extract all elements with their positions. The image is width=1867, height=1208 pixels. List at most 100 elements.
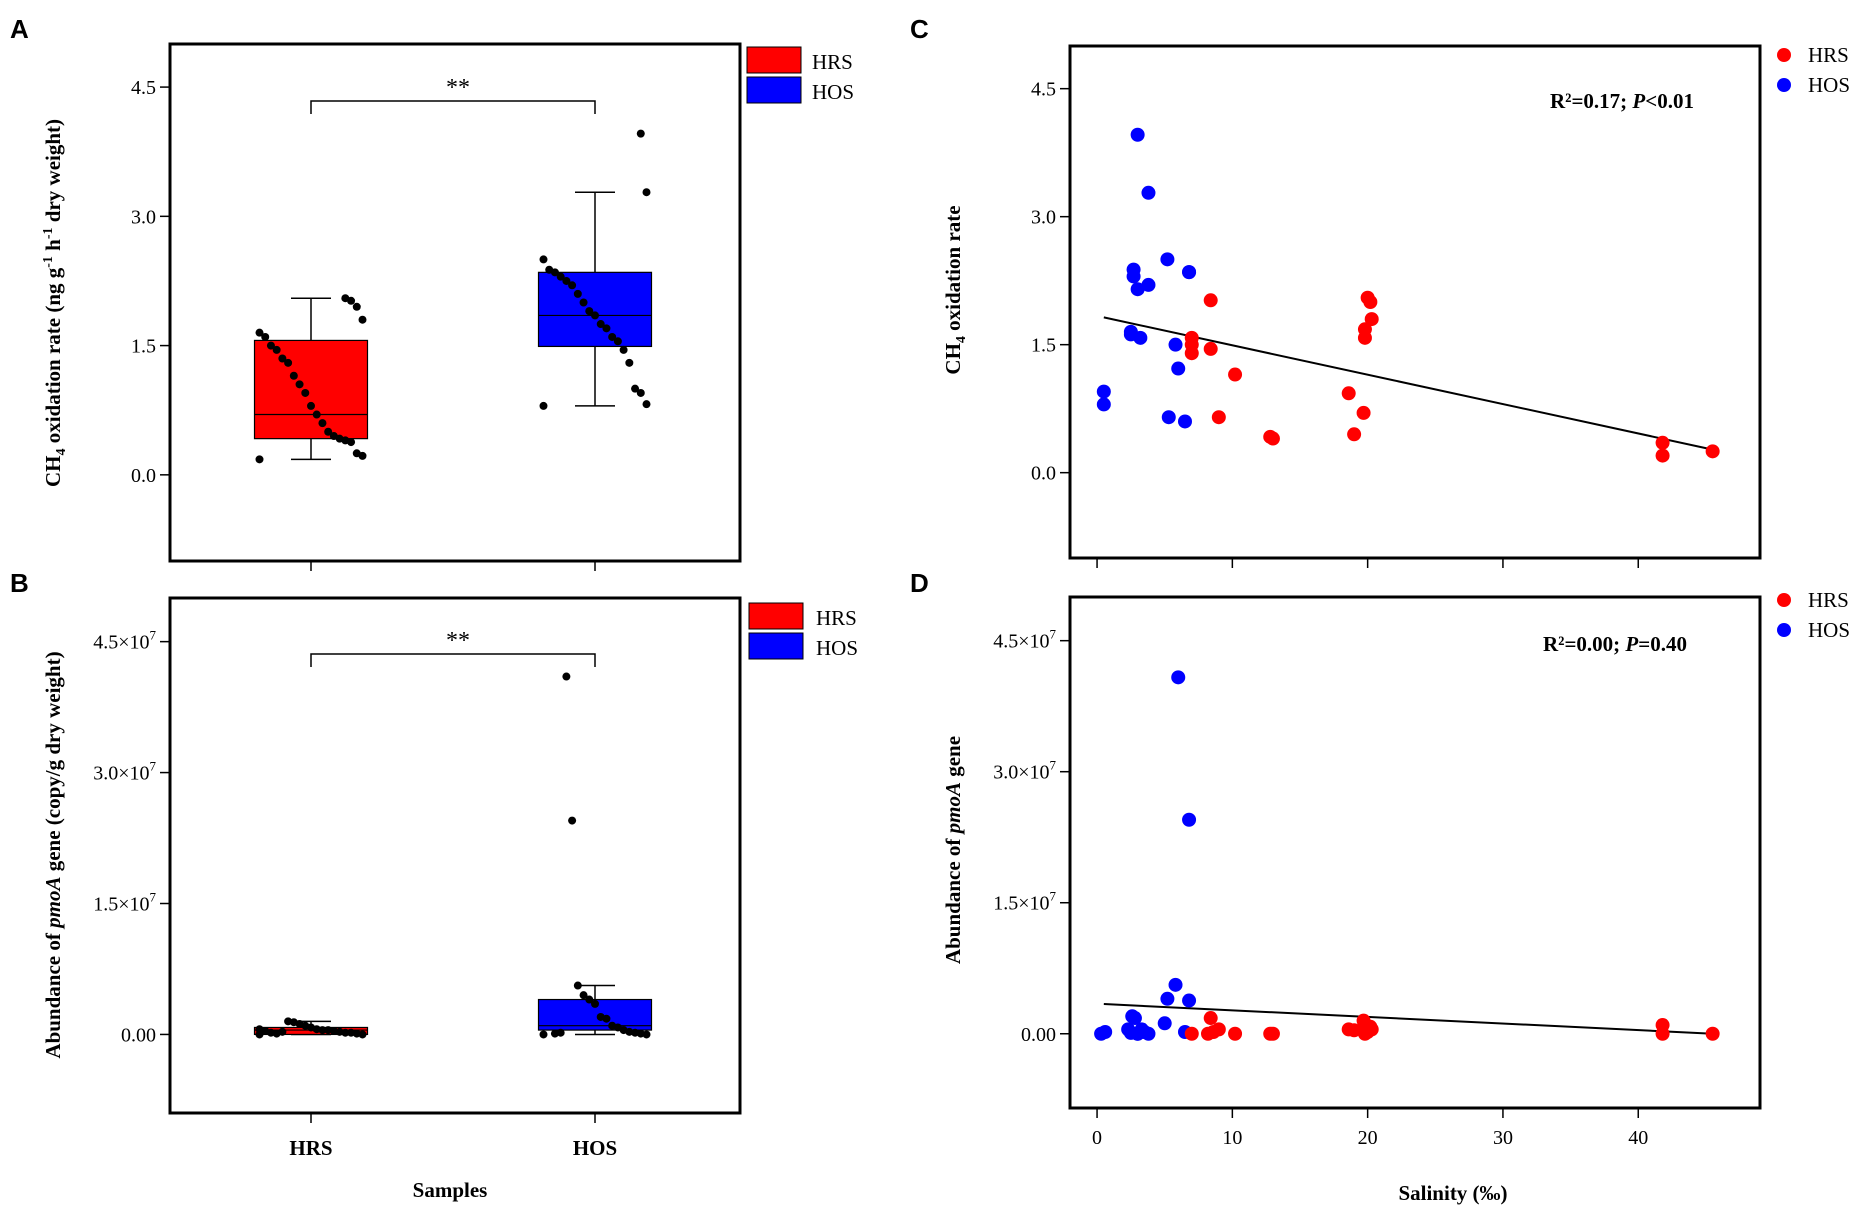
data-point [596,1012,605,1021]
panel-d-frame [1068,595,1762,1110]
scatter-point-hrs [1228,1026,1243,1041]
scatter-point-hrs [1357,322,1372,337]
scatter-point-hrs [1364,312,1379,327]
y-tick-text: 0.00 [1021,1024,1056,1046]
data-point [636,388,645,397]
panel-d-stat-text: R²=0.00; P=0.40 [1543,632,1687,656]
y-tick-label: 4.5×107 [993,627,1056,653]
y-tick-text: 0.00 [121,1024,156,1046]
legend-marker-hos [1777,78,1791,92]
panel-label-a: A [10,14,29,44]
y-tick-label: 1.5×107 [993,889,1056,915]
legend-swatch-hos [748,632,804,660]
scatter-point-hos [1130,127,1145,142]
y-tick-exponent: 7 [1050,889,1057,904]
legend-marker-hrs [1777,593,1791,607]
scatter-point-hos [1182,993,1197,1008]
data-point [642,188,651,197]
scatter-point-hrs [1705,444,1720,459]
scatter-point-hrs [1363,295,1378,309]
panel-a-ylabel: CH4 oxidation rate (ng g-1 h-1 dry weigh… [41,119,69,487]
panel-a-legend: HRS HOS [746,46,854,104]
y-tick-label: 3.0×107 [93,759,156,785]
y-tick-label: 4.5 [1031,79,1056,101]
legend-swatch-hrs [748,602,804,630]
panel-d-scatter: Abundance of pmoA gene R²=0.00; P=0.40 0… [941,588,1850,1205]
y-tick-text: 4.5 [131,77,156,99]
y-tick-text: 1.5×10 [993,893,1049,915]
data-point [636,129,645,138]
box-group-hos [537,129,653,410]
scatter-point-hos [1157,1016,1172,1031]
panel-c-scatter: CH4 oxidation rate R²=0.17; P<0.01 0.0 1.… [941,43,1850,568]
x-tick-label: 40 [1628,1127,1648,1149]
data-point [625,358,634,367]
y-tick-text: 0.0 [1031,463,1056,485]
data-point [585,307,594,316]
y-tick-exponent: 7 [150,759,157,774]
panel-b-xlabel: Samples [413,1178,488,1202]
data-point [596,320,605,329]
box-group-hos [537,672,653,1039]
legend-label-hos: HOS [1808,73,1850,97]
data-point [255,455,264,464]
scatter-point-hrs [1184,346,1199,361]
scatter-point-hrs [1655,448,1670,463]
y-tick-text: 1.5 [1031,335,1056,357]
scatter-point-hos [1123,327,1138,342]
data-point [545,265,554,274]
data-point [562,276,571,285]
scatter-point-hos [1141,1026,1156,1041]
legend-label-hos: HOS [812,80,854,104]
legend-label-hrs: HRS [816,606,857,630]
scatter-point-hos [1096,397,1111,412]
series-hrs [1184,1011,1720,1041]
panel-c-stat-text: R²=0.17; P<0.01 [1550,89,1694,113]
box-iqr [537,271,653,348]
data-point [278,354,287,363]
scatter-point-hrs [1203,293,1218,308]
scatter-point-hos [1096,384,1111,399]
scatter-point-hrs [1203,341,1218,356]
x-tick-label: 10 [1222,1127,1242,1149]
data-point [341,294,350,303]
scatter-point-hos [1161,410,1176,425]
data-point [556,272,565,281]
y-tick-text: 3.0 [1031,207,1056,229]
y-tick-label: 0.0 [1031,463,1056,485]
scatter-point-hos [1130,282,1145,297]
data-point [579,991,588,1000]
y-tick-text: 1.5 [131,336,156,358]
data-point [272,345,281,354]
x-tick-label: 0 [1092,1127,1102,1149]
panel-d-xlabel: Salinity (‰) [1398,1181,1507,1205]
scatter-point-hrs [1211,410,1226,425]
data-point [255,1025,264,1034]
scatter-point-hos [1126,262,1141,277]
data-point [318,419,327,428]
scatter-point-hrs [1228,367,1243,382]
scatter-point-hos [1141,277,1156,292]
y-tick-label: 3.0 [131,206,156,228]
data-point [619,345,628,354]
data-point [591,999,599,1008]
y-tick-text: 1.5×10 [93,894,149,916]
panel-d-legend: HRS HOS [1777,588,1850,642]
y-tick-label: 3.0 [1031,207,1056,229]
y-tick-label: 1.5 [131,336,156,358]
data-point [573,981,582,990]
data-point [312,410,321,419]
scatter-point-hos [1171,361,1186,376]
legend-label-hos: HOS [816,636,858,660]
y-tick-text: 4.5×10 [993,631,1049,653]
data-point [347,1028,356,1037]
scatter-point-hos [1130,1026,1145,1041]
regression-line [1103,1003,1713,1035]
data-point [613,337,622,346]
scatter-point-hrs [1341,386,1356,401]
data-point [295,380,304,389]
scatter-point-hrs [1203,1011,1218,1026]
panel-b-significance: ** [446,628,470,654]
y-tick-label: 1.5 [1031,335,1056,357]
data-point [266,341,275,350]
